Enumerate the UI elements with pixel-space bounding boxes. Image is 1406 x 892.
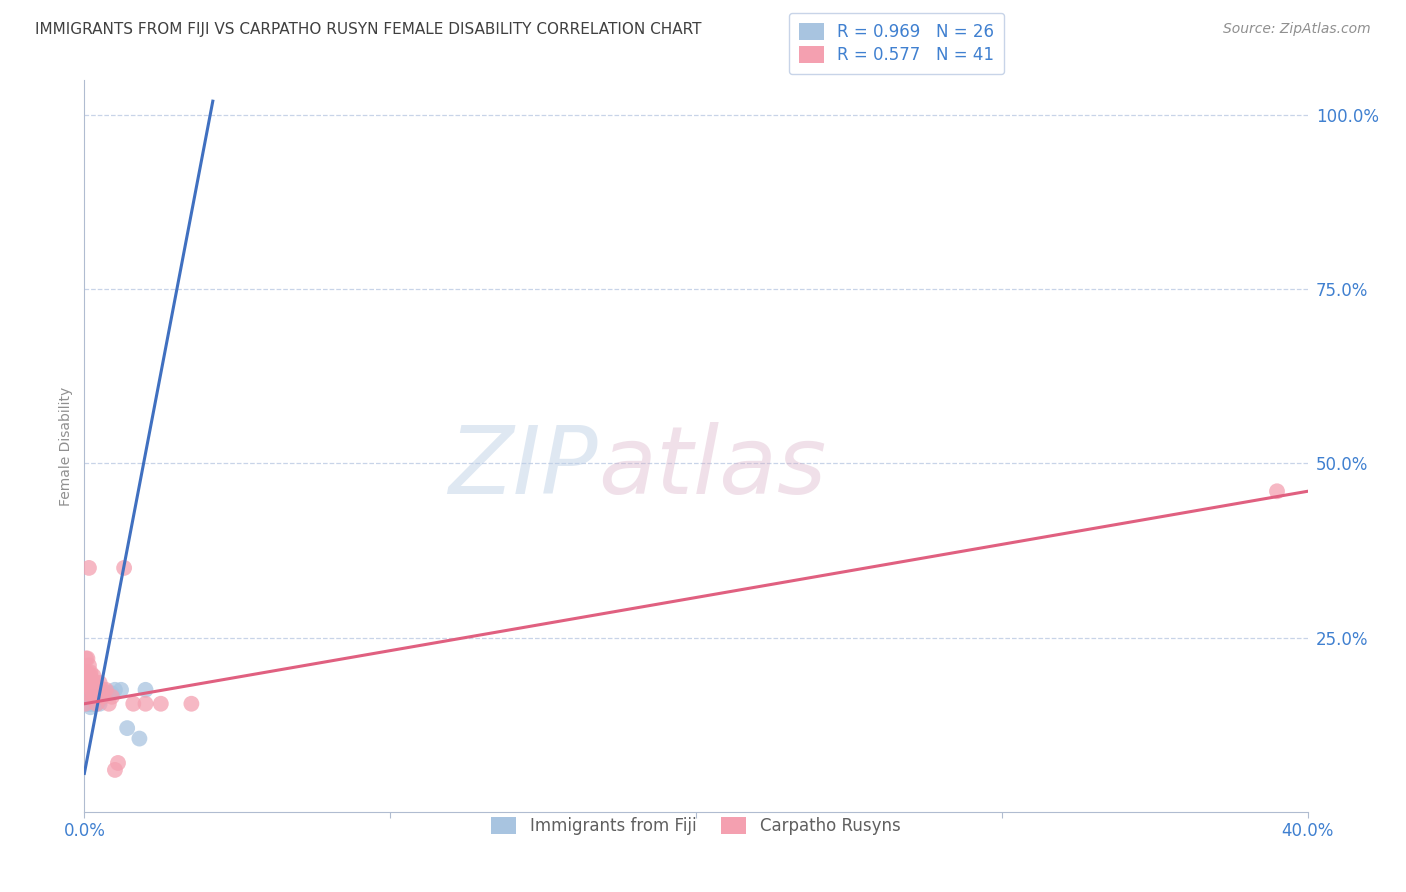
Point bbox=[89, 693, 111, 707]
Point bbox=[112, 561, 135, 575]
Point bbox=[122, 697, 145, 711]
Y-axis label: Female Disability: Female Disability bbox=[59, 386, 73, 506]
Point bbox=[79, 700, 101, 714]
Point bbox=[86, 676, 108, 690]
Point bbox=[79, 669, 101, 683]
Point bbox=[97, 686, 120, 700]
Point bbox=[91, 682, 114, 697]
Point bbox=[77, 669, 100, 683]
Point bbox=[83, 679, 105, 693]
Point bbox=[104, 763, 127, 777]
Point bbox=[86, 690, 108, 704]
Point bbox=[79, 693, 101, 707]
Point bbox=[75, 665, 97, 680]
Point bbox=[1265, 484, 1288, 499]
Text: Source: ZipAtlas.com: Source: ZipAtlas.com bbox=[1223, 22, 1371, 37]
Legend: Immigrants from Fiji, Carpatho Rusyns: Immigrants from Fiji, Carpatho Rusyns bbox=[484, 809, 908, 844]
Point bbox=[76, 651, 98, 665]
Point bbox=[110, 682, 132, 697]
Point bbox=[86, 690, 108, 704]
Point bbox=[115, 721, 138, 735]
Point bbox=[83, 697, 105, 711]
Point bbox=[83, 682, 105, 697]
Point bbox=[83, 676, 105, 690]
Point bbox=[180, 697, 202, 711]
Point bbox=[80, 682, 103, 697]
Point bbox=[89, 676, 111, 690]
Point bbox=[83, 686, 105, 700]
Point bbox=[135, 697, 157, 711]
Text: atlas: atlas bbox=[598, 423, 827, 514]
Point bbox=[76, 686, 98, 700]
Point bbox=[79, 665, 101, 680]
Point bbox=[91, 690, 114, 704]
Point bbox=[75, 697, 97, 711]
Point bbox=[97, 697, 120, 711]
Point bbox=[76, 679, 98, 693]
Point bbox=[107, 756, 129, 770]
Point bbox=[79, 697, 101, 711]
Point bbox=[128, 731, 150, 746]
Point bbox=[77, 697, 100, 711]
Point bbox=[83, 669, 105, 683]
Point bbox=[149, 697, 172, 711]
Point bbox=[101, 686, 124, 700]
Point bbox=[76, 665, 98, 680]
Point bbox=[75, 651, 97, 665]
Point bbox=[86, 697, 108, 711]
Point bbox=[79, 676, 101, 690]
Point bbox=[89, 682, 111, 697]
Point bbox=[86, 697, 108, 711]
Point bbox=[94, 682, 117, 697]
Point bbox=[79, 676, 101, 690]
Point bbox=[76, 693, 98, 707]
Point bbox=[86, 682, 108, 697]
Point bbox=[91, 690, 114, 704]
Point bbox=[101, 690, 124, 704]
Point bbox=[83, 690, 105, 704]
Point bbox=[86, 693, 108, 707]
Point bbox=[83, 690, 105, 704]
Point bbox=[77, 658, 100, 673]
Point bbox=[75, 697, 97, 711]
Point bbox=[83, 693, 105, 707]
Point bbox=[76, 697, 98, 711]
Text: IMMIGRANTS FROM FIJI VS CARPATHO RUSYN FEMALE DISABILITY CORRELATION CHART: IMMIGRANTS FROM FIJI VS CARPATHO RUSYN F… bbox=[35, 22, 702, 37]
Point bbox=[77, 561, 100, 575]
Point bbox=[135, 682, 157, 697]
Point bbox=[94, 686, 117, 700]
Point bbox=[89, 697, 111, 711]
Point bbox=[83, 697, 105, 711]
Point bbox=[79, 682, 101, 697]
Text: ZIP: ZIP bbox=[449, 423, 598, 514]
Point bbox=[104, 682, 127, 697]
Point bbox=[80, 697, 103, 711]
